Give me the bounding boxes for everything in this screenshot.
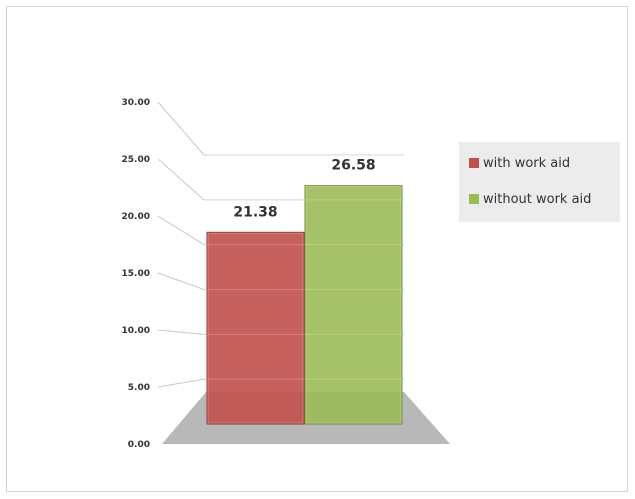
y-tick-label: 15.00	[122, 269, 150, 279]
legend-label-without-work-aid: without work aid	[483, 191, 592, 207]
legend-swatch-with-work-aid	[469, 158, 479, 168]
gridline-diagonal	[157, 215, 205, 246]
gridline-diagonal	[157, 272, 205, 290]
y-tick-label: 0.00	[128, 440, 150, 450]
gridline-diagonal	[157, 378, 205, 388]
y-tick-label: 25.00	[122, 155, 150, 165]
gridline-diagonal	[157, 158, 205, 201]
legend-label-with-work-aid: with work aid	[483, 155, 571, 171]
chart-legend: with work aid without work aid	[459, 142, 620, 222]
bar-highlight	[207, 232, 304, 424]
data-label: 21.38	[233, 204, 277, 220]
gridline-diagonal	[157, 329, 205, 335]
bar-without-work-aid	[304, 185, 403, 425]
gridline-diagonal	[157, 101, 205, 156]
y-tick-label: 30.00	[122, 98, 150, 108]
legend-item-with-work-aid: with work aid	[469, 154, 570, 172]
y-tick-label: 20.00	[122, 212, 150, 222]
legend-item-without-work-aid: without work aid	[469, 190, 591, 208]
bar-highlight	[305, 186, 402, 424]
y-tick-label: 5.00	[128, 383, 150, 393]
y-tick-label: 10.00	[122, 326, 150, 336]
bar-with-work-aid	[206, 231, 305, 425]
legend-swatch-without-work-aid	[469, 194, 479, 204]
data-label: 26.58	[331, 158, 375, 174]
